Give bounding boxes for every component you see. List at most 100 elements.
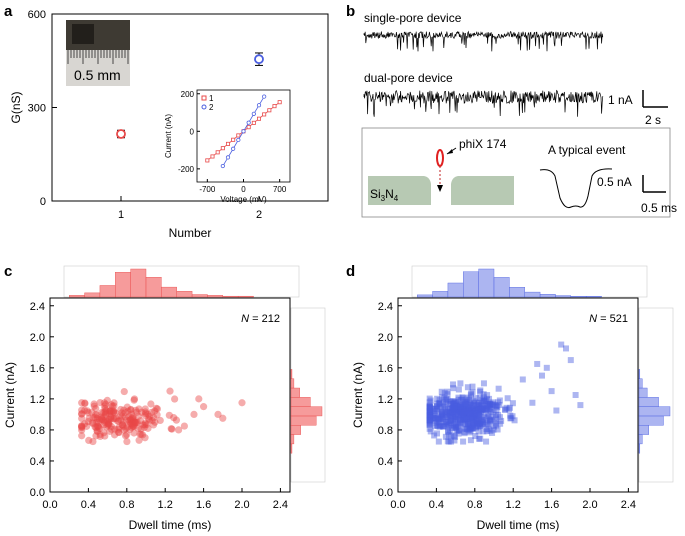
data-point (480, 403, 487, 410)
data-point (133, 418, 141, 426)
data-point (477, 422, 484, 429)
data-point (464, 421, 471, 428)
data-point (455, 426, 462, 433)
data-point (472, 405, 479, 412)
x-tick-label: 0.8 (119, 499, 134, 511)
data-point (477, 399, 484, 406)
y-tick-label: 1.6 (378, 363, 393, 375)
data-point (462, 414, 469, 421)
data-point (118, 421, 127, 429)
data-point (432, 411, 439, 418)
data-point (466, 422, 473, 429)
data-point (153, 411, 161, 419)
right-hist-bar (290, 434, 295, 445)
data-point (165, 411, 173, 419)
data-point (78, 406, 86, 414)
data-point (438, 411, 445, 418)
data-point (457, 404, 464, 411)
data-point (465, 403, 472, 410)
membrane-left (368, 176, 431, 205)
inset-point (256, 116, 261, 121)
data-point (432, 405, 439, 412)
data-point (98, 408, 106, 417)
count-annotation-symbol: N (241, 313, 249, 325)
inset-y-tick-label: -200 (178, 165, 195, 174)
data-point (487, 416, 494, 423)
data-point (451, 410, 458, 417)
data-point (432, 415, 439, 422)
data-point (470, 420, 477, 427)
data-point (137, 408, 146, 416)
data-point (471, 407, 478, 414)
data-point (465, 411, 472, 418)
data-point (462, 416, 469, 423)
data-point (90, 400, 98, 408)
data-point (426, 419, 433, 426)
data-point (477, 388, 484, 395)
data-point (78, 422, 86, 430)
data-point (118, 421, 126, 429)
data-point (480, 397, 487, 404)
x-tick-label: 1.6 (544, 499, 559, 511)
data-point (479, 405, 486, 412)
data-point (110, 408, 118, 416)
data-point (219, 414, 227, 422)
data-point (195, 395, 203, 403)
micrograph-scale-label: 0.5 mm (74, 67, 121, 83)
data-point (101, 432, 109, 440)
data-point (106, 410, 114, 418)
data-point (434, 403, 441, 410)
top-hist-bar (555, 295, 572, 298)
top-hist-bar (524, 291, 541, 298)
data-point (123, 437, 131, 446)
data-point (438, 405, 445, 412)
data-point (100, 399, 108, 407)
data-point (459, 410, 466, 417)
data-point (449, 409, 456, 416)
data-point (494, 404, 501, 411)
data-point (477, 435, 484, 442)
data-point (491, 417, 498, 424)
data-point (490, 409, 497, 416)
data-point (463, 401, 470, 408)
data-point (461, 411, 468, 418)
data-point (105, 419, 113, 427)
data-point (451, 437, 458, 444)
trace1-label: single-pore device (364, 11, 462, 25)
data-point (469, 383, 476, 390)
data-point (442, 402, 449, 409)
data-point (438, 414, 445, 421)
data-point (135, 405, 143, 413)
data-point (107, 413, 115, 422)
data-point (94, 422, 102, 430)
data-point (432, 412, 439, 419)
y-tick-label: 2.4 (30, 301, 45, 313)
data-point (81, 400, 89, 408)
data-point (119, 418, 127, 427)
data-point (92, 424, 100, 432)
data-point (100, 408, 108, 417)
x-tick-label: 0.0 (42, 499, 57, 511)
data-point (454, 421, 461, 428)
data-point (96, 432, 104, 441)
data-point (426, 408, 433, 415)
inset-x-axis-label: Voltage (mV) (220, 195, 267, 204)
data-point (95, 424, 104, 433)
data-point (78, 423, 86, 431)
data-point (426, 412, 433, 419)
data-point (127, 410, 136, 418)
single-pore-trace (363, 30, 604, 52)
data-point (468, 413, 475, 420)
data-point (444, 413, 451, 420)
data-point (101, 404, 109, 412)
data-point (462, 426, 469, 433)
data-point (135, 436, 143, 444)
data-point (453, 423, 460, 430)
data-point (468, 415, 475, 422)
data-point (483, 419, 490, 426)
data-point (469, 405, 476, 412)
data-point (479, 421, 486, 428)
data-point (78, 410, 86, 418)
top-hist-bar (417, 294, 433, 298)
data-point (449, 405, 456, 412)
